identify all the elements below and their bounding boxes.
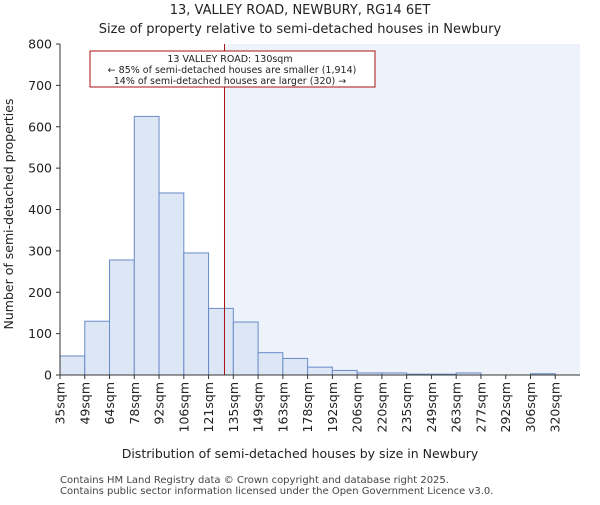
y-tick-label: 600 [28, 119, 52, 134]
histogram-bar [257, 352, 284, 376]
x-tick-label: 135sqm [226, 382, 241, 432]
x-tick-label: 92sqm [152, 382, 167, 425]
x-tick-label: 306sqm [523, 382, 538, 432]
y-tick-label: 200 [28, 285, 52, 300]
histogram-bar [158, 192, 185, 376]
footer-line-1: Contains HM Land Registry data © Crown c… [60, 475, 449, 486]
x-tick-label: 149sqm [251, 382, 266, 432]
x-tick-label: 206sqm [350, 382, 365, 432]
x-tick-label: 106sqm [176, 382, 191, 432]
histogram-bar [282, 357, 309, 376]
histogram-bar [307, 366, 333, 376]
y-tick-label: 700 [28, 78, 52, 93]
histogram-bar [232, 321, 259, 376]
annotation-line-3: 14% of semi-detached houses are larger (… [114, 76, 347, 87]
annotation-line-2: ← 85% of semi-detached houses are smalle… [108, 65, 357, 76]
x-tick-label: 235sqm [399, 382, 414, 432]
y-tick-label: 300 [28, 243, 52, 258]
x-tick-label: 192sqm [325, 382, 340, 432]
x-tick-label: 78sqm [127, 382, 142, 425]
histogram-bar [109, 259, 135, 376]
y-tick-label: 400 [28, 202, 52, 217]
x-tick-label: 35sqm [53, 382, 68, 425]
histogram-bar [208, 307, 234, 376]
histogram-bar [331, 369, 358, 376]
y-tick-label: 100 [28, 326, 52, 341]
histogram-bar [183, 252, 210, 376]
x-tick-label: 178sqm [300, 382, 315, 432]
x-axis-label: Distribution of semi-detached houses by … [122, 446, 479, 461]
x-tick-label: 263sqm [449, 382, 464, 432]
annotation-border [89, 50, 376, 88]
x-tick-label: 292sqm [498, 382, 513, 432]
annotation-box: 13 VALLEY ROAD: 130sqm ← 85% of semi-det… [89, 50, 376, 88]
y-axis-label: Number of semi-detached properties [1, 99, 16, 330]
footer-line-2: Contains public sector information licen… [60, 486, 493, 497]
histogram-bar [84, 320, 111, 376]
y-tick-label: 800 [28, 37, 52, 52]
chart-title: 13, VALLEY ROAD, NEWBURY, RG14 6ET [170, 3, 431, 18]
x-tick-label: 49sqm [77, 382, 92, 425]
y-tick-label: 500 [28, 161, 52, 176]
histogram-bar [59, 355, 86, 376]
x-tick-label: 220sqm [374, 382, 389, 432]
x-tick-label: 121sqm [201, 382, 216, 432]
annotation-line-1: 13 VALLEY ROAD: 130sqm [167, 54, 292, 65]
x-tick-label: 64sqm [102, 382, 117, 425]
x-tick-label: 277sqm [473, 382, 488, 432]
x-tick-label: 249sqm [424, 382, 439, 432]
larger-region-shade [224, 44, 580, 375]
chart-subtitle: Size of property relative to semi-detach… [99, 22, 502, 37]
y-tick-label: 0 [44, 368, 52, 383]
histogram-bar [133, 115, 160, 376]
x-tick-label: 320sqm [548, 382, 563, 432]
x-tick-label: 163sqm [275, 382, 290, 432]
